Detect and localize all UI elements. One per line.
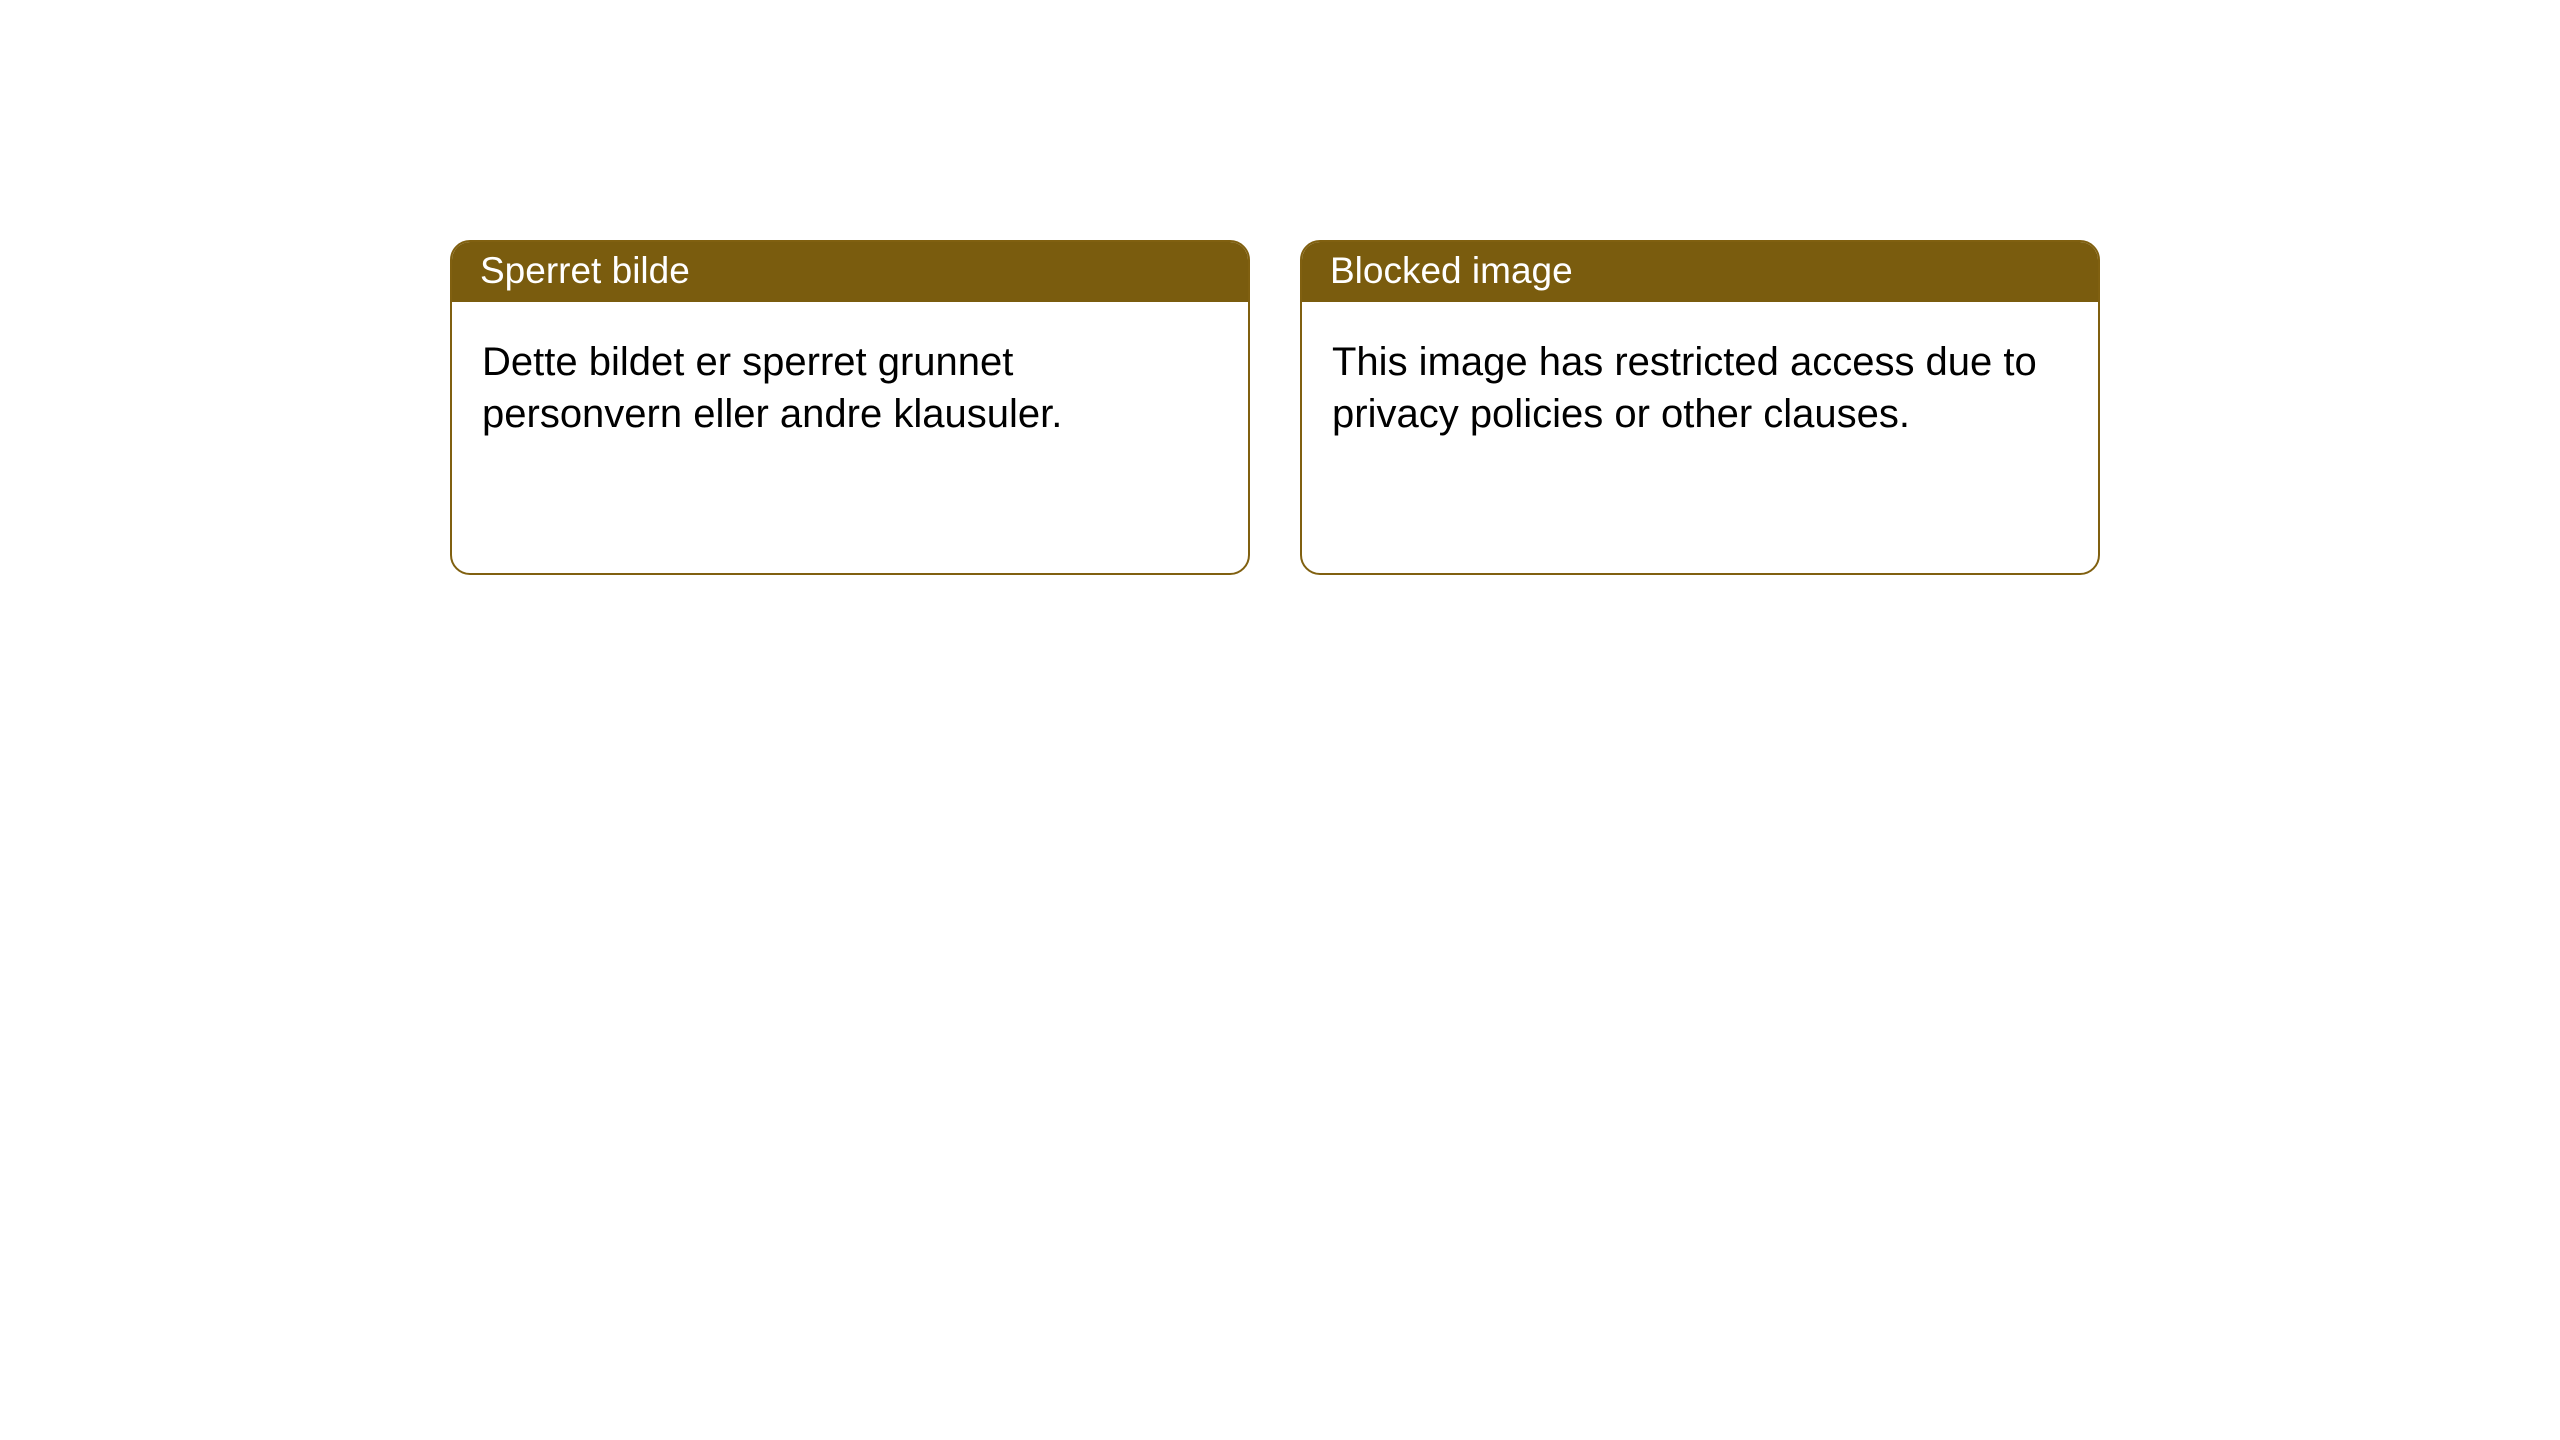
notice-card-norwegian: Sperret bilde Dette bildet er sperret gr…	[450, 240, 1250, 575]
notice-body-norwegian: Dette bildet er sperret grunnet personve…	[452, 302, 1248, 474]
notice-header-norwegian: Sperret bilde	[452, 242, 1248, 302]
notice-title: Blocked image	[1330, 250, 1573, 291]
notice-message: This image has restricted access due to …	[1332, 340, 2037, 436]
notice-header-english: Blocked image	[1302, 242, 2098, 302]
notice-message: Dette bildet er sperret grunnet personve…	[482, 340, 1062, 436]
notice-card-english: Blocked image This image has restricted …	[1300, 240, 2100, 575]
notice-title: Sperret bilde	[480, 250, 690, 291]
notice-container: Sperret bilde Dette bildet er sperret gr…	[0, 0, 2560, 575]
notice-body-english: This image has restricted access due to …	[1302, 302, 2098, 474]
